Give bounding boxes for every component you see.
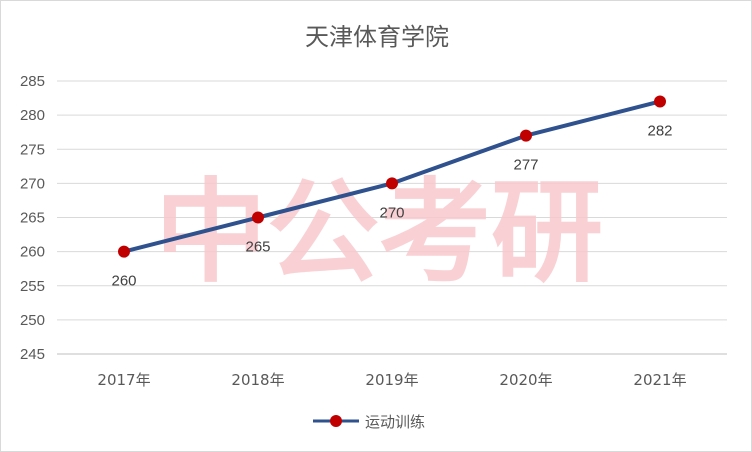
- x-tick-label: 2019年: [365, 371, 418, 389]
- y-tick-label: 270: [20, 175, 45, 192]
- y-tick-label: 255: [20, 278, 45, 295]
- legend-label: 运动训练: [365, 413, 425, 431]
- data-labels: 260 265 270 277 282: [111, 122, 672, 289]
- data-point: [252, 211, 264, 224]
- data-point: [386, 177, 398, 190]
- data-label: 265: [245, 239, 270, 256]
- legend: 运动训练: [313, 413, 425, 431]
- x-tick-label: 2021年: [633, 371, 686, 389]
- x-axis-ticks: 2017年 2018年 2019年 2020年 2021年: [97, 371, 686, 389]
- x-tick-label: 2017年: [97, 371, 150, 389]
- data-label: 260: [111, 273, 136, 290]
- x-tick-label: 2020年: [499, 371, 552, 389]
- y-tick-label: 275: [20, 141, 45, 158]
- data-label: 282: [647, 122, 672, 139]
- data-label: 277: [513, 157, 538, 174]
- x-tick-label: 2018年: [231, 371, 284, 389]
- watermark-text: 中公考研: [155, 168, 603, 298]
- y-tick-label: 260: [20, 244, 45, 261]
- data-label: 270: [379, 204, 404, 221]
- series-layer: [118, 95, 666, 258]
- chart-title: 天津体育学院: [305, 23, 449, 51]
- y-tick-label: 285: [20, 73, 45, 90]
- data-point: [654, 95, 666, 108]
- legend-marker: [330, 415, 342, 427]
- data-point: [520, 129, 532, 142]
- y-axis-ticks: 245 250 255 260 265 270 275 280 285: [20, 73, 45, 363]
- y-tick-label: 250: [20, 312, 45, 329]
- data-point: [118, 245, 130, 258]
- y-tick-label: 245: [20, 346, 45, 363]
- y-tick-label: 265: [20, 210, 45, 227]
- y-tick-label: 280: [20, 107, 45, 124]
